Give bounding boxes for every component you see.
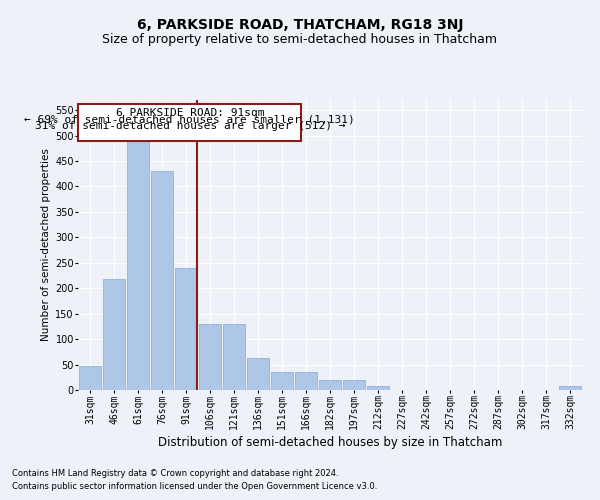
Text: Contains public sector information licensed under the Open Government Licence v3: Contains public sector information licen… [12, 482, 377, 491]
Text: ← 69% of semi-detached houses are smaller (1,131): ← 69% of semi-detached houses are smalle… [25, 115, 355, 125]
Bar [151, 171, 173, 390]
Bar [271, 372, 293, 390]
Text: 6 PARKSIDE ROAD: 91sqm: 6 PARKSIDE ROAD: 91sqm [116, 108, 264, 118]
Bar [175, 268, 197, 390]
X-axis label: Distribution of semi-detached houses by size in Thatcham: Distribution of semi-detached houses by … [158, 436, 502, 450]
Bar [343, 380, 365, 390]
Bar [247, 358, 269, 390]
Bar [223, 324, 245, 390]
Bar [559, 386, 581, 390]
Text: Size of property relative to semi-detached houses in Thatcham: Size of property relative to semi-detach… [103, 32, 497, 46]
Text: Contains HM Land Registry data © Crown copyright and database right 2024.: Contains HM Land Registry data © Crown c… [12, 468, 338, 477]
Bar [295, 372, 317, 390]
Text: 6, PARKSIDE ROAD, THATCHAM, RG18 3NJ: 6, PARKSIDE ROAD, THATCHAM, RG18 3NJ [137, 18, 463, 32]
Bar [199, 324, 221, 390]
Y-axis label: Number of semi-detached properties: Number of semi-detached properties [41, 148, 51, 342]
Bar [367, 386, 389, 390]
Bar [79, 104, 301, 141]
Bar [79, 366, 101, 390]
Bar [127, 140, 149, 390]
Bar [103, 279, 125, 390]
Bar [319, 380, 341, 390]
Text: 31% of semi-detached houses are larger (512) →: 31% of semi-detached houses are larger (… [35, 122, 345, 132]
